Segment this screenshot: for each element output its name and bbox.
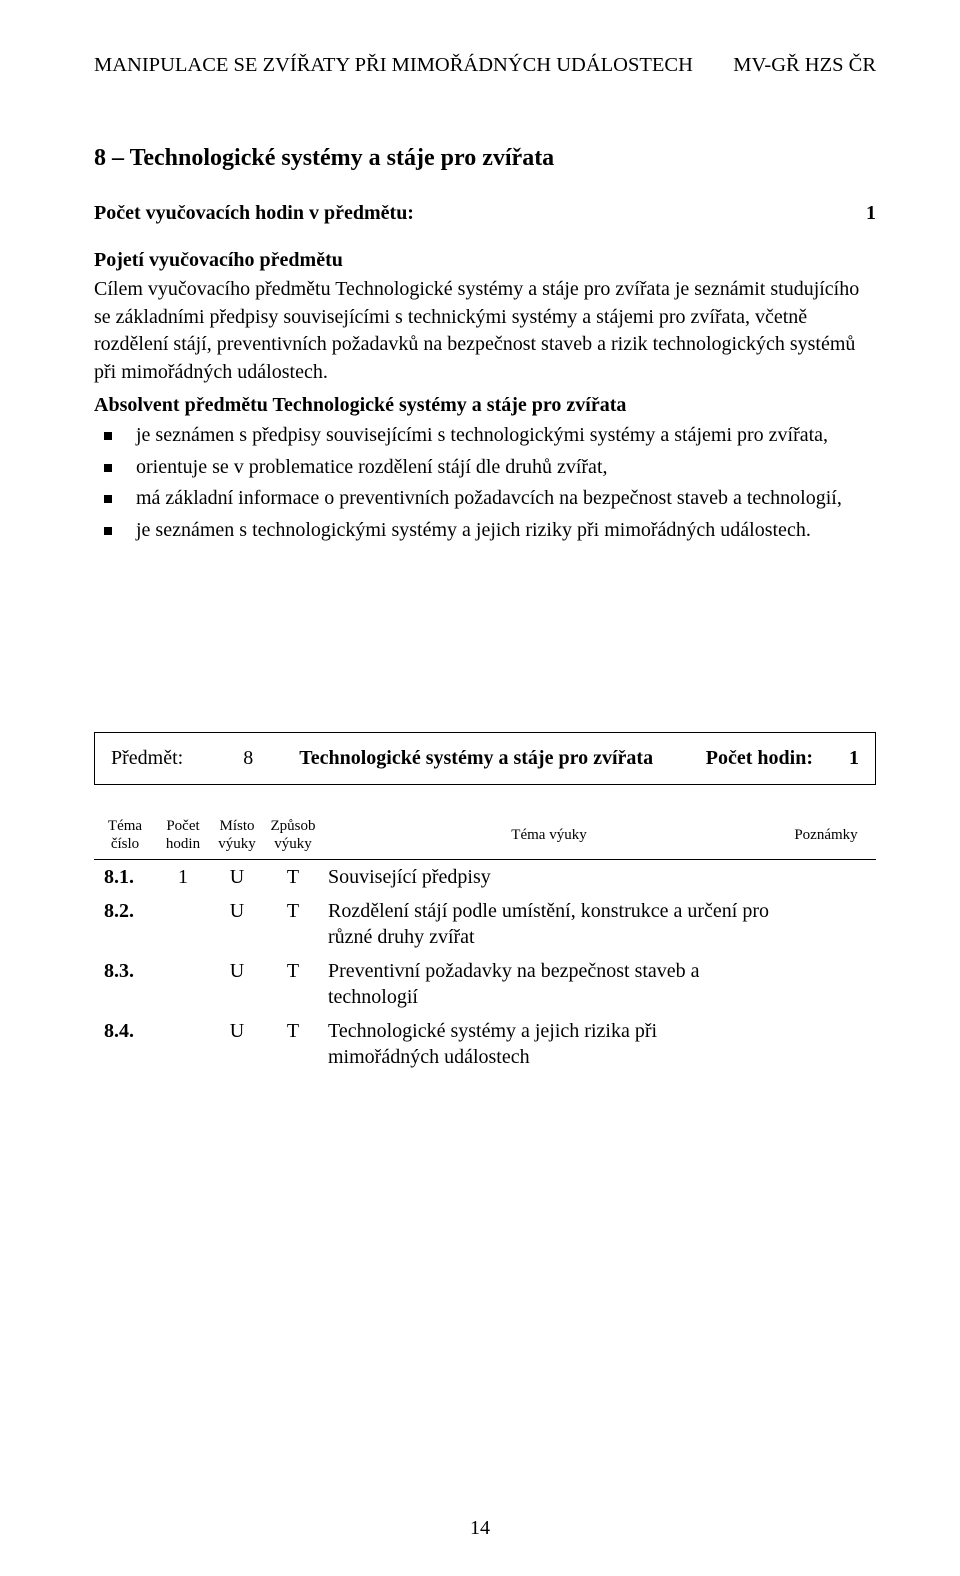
cell-cislo: 8.4. [94, 1014, 156, 1074]
section-title: 8 – Technologické systémy a stáje pro zv… [94, 145, 876, 172]
syllabus-table: Téma číslo Počet hodin Místo výuky Způso… [94, 813, 876, 1074]
cell-poznamky [776, 954, 876, 1014]
table-row: 8.2. U T Rozdělení stájí podle umístění,… [94, 894, 876, 954]
cell-tema: Technologické systémy a jejich rizika př… [322, 1014, 776, 1074]
cell-misto: U [210, 1014, 264, 1074]
subject-hours-label: Počet hodin: [706, 747, 813, 770]
list-item: je seznámen s technologickými systémy a … [94, 517, 876, 545]
cell-zpusob: T [264, 1014, 322, 1074]
header-left: MANIPULACE SE ZVÍŘATY PŘI MIMOŘÁDNÝCH UD… [94, 54, 693, 77]
cell-tema: Související předpisy [322, 860, 776, 895]
list-item: je seznámen s předpisy souvisejícími s t… [94, 422, 876, 450]
col-header-tema-vyuky: Téma výuky [322, 813, 776, 860]
cell-misto: U [210, 894, 264, 954]
col-header-pocet-hodin: Počet hodin [156, 813, 210, 860]
subheading: Pojetí vyučovacího předmětu [94, 249, 876, 272]
cell-misto: U [210, 954, 264, 1014]
list-item: má základní informace o preventivních po… [94, 485, 876, 513]
hours-row: Počet vyučovacích hodin v předmětu: 1 [94, 202, 876, 225]
subject-hours-value: 1 [849, 747, 859, 770]
table-row: 8.4. U T Technologické systémy a jejich … [94, 1014, 876, 1074]
cell-cislo: 8.3. [94, 954, 156, 1014]
table-header-row: Téma číslo Počet hodin Místo výuky Způso… [94, 813, 876, 860]
page-header: MANIPULACE SE ZVÍŘATY PŘI MIMOŘÁDNÝCH UD… [94, 54, 876, 77]
col-header-zpusob: Způsob výuky [264, 813, 322, 860]
cell-hodin [156, 954, 210, 1014]
cell-misto: U [210, 860, 264, 895]
cell-poznamky [776, 1014, 876, 1074]
bullet-list: je seznámen s předpisy souvisejícími s t… [94, 422, 876, 544]
cell-hodin [156, 1014, 210, 1074]
page: MANIPULACE SE ZVÍŘATY PŘI MIMOŘÁDNÝCH UD… [0, 0, 960, 1576]
header-right: MV-GŘ HZS ČR [733, 54, 876, 77]
lead-phrase: Absolvent předmětu Technologické systémy… [94, 392, 876, 420]
col-header-tema-cislo: Téma číslo [94, 813, 156, 860]
cell-zpusob: T [264, 954, 322, 1014]
table-row: 8.1. 1 U T Související předpisy [94, 860, 876, 895]
cell-zpusob: T [264, 860, 322, 895]
table-row: 8.3. U T Preventivní požadavky na bezpeč… [94, 954, 876, 1014]
cell-poznamky [776, 894, 876, 954]
subject-box: Předmět: 8 Technologické systémy a stáje… [94, 732, 876, 785]
cell-cislo: 8.2. [94, 894, 156, 954]
body-paragraph: Cílem vyučovacího předmětu Technologické… [94, 276, 876, 386]
cell-poznamky [776, 860, 876, 895]
subject-name: Technologické systémy a stáje pro zvířat… [299, 747, 686, 770]
col-header-poznamky: Poznámky [776, 813, 876, 860]
col-header-misto: Místo výuky [210, 813, 264, 860]
cell-hodin [156, 894, 210, 954]
cell-hodin: 1 [156, 860, 210, 895]
subject-label: Předmět: [111, 747, 183, 770]
cell-tema: Rozdělení stájí podle umístění, konstruk… [322, 894, 776, 954]
hours-value: 1 [866, 202, 876, 225]
hours-label: Počet vyučovacích hodin v předmětu: [94, 202, 414, 225]
list-item: orientuje se v problematice rozdělení st… [94, 454, 876, 482]
cell-cislo: 8.1. [94, 860, 156, 895]
page-number: 14 [0, 1517, 960, 1540]
subject-number: 8 [243, 747, 253, 770]
cell-tema: Preventivní požadavky na bezpečnost stav… [322, 954, 776, 1014]
cell-zpusob: T [264, 894, 322, 954]
